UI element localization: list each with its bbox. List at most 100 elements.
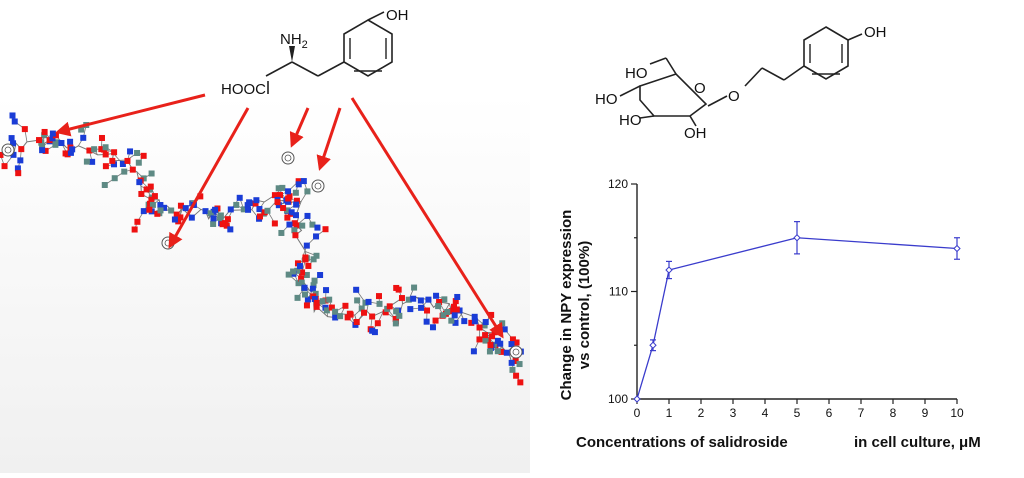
peptide-backbone <box>14 138 514 363</box>
chart-data-point <box>794 235 800 241</box>
peptide-backbone-atom <box>69 146 75 152</box>
peptide-atom-node <box>304 302 310 308</box>
peptide-atom-node <box>487 342 493 348</box>
peptide-atom-node <box>168 208 174 214</box>
peptide-atom-node <box>376 293 382 299</box>
peptide-atom-node <box>289 209 295 215</box>
peptide-atom-node <box>237 195 243 201</box>
peptide-backbone-atom <box>387 303 393 309</box>
peptide-atom-node <box>326 297 332 303</box>
peptide-atom-node <box>517 379 523 385</box>
salidroside-chain-bond <box>762 68 784 80</box>
peptide-atom-node <box>278 230 284 236</box>
peptide-backbone-atom <box>348 312 354 318</box>
peptide-atom-node <box>134 150 140 156</box>
glucose-ch2oh-bond <box>650 58 666 64</box>
peptide-atom-node <box>22 126 28 132</box>
peptide-backbone-atom <box>103 151 109 157</box>
peptide-structure-panel: OH NH2 HOOC <box>0 0 530 473</box>
peptide-atom-node <box>42 129 48 135</box>
peptide-atom-node <box>148 184 154 190</box>
peptide-atom-node <box>353 287 359 293</box>
peptide-atom-node <box>284 215 290 221</box>
chart-x-tick-label: 10 <box>950 406 964 420</box>
peptide-atom-node <box>183 205 189 211</box>
peptide-atom-node <box>499 320 505 326</box>
peptide-atom-node <box>354 297 360 303</box>
tyrosine-acid-label: HOOC <box>221 81 266 98</box>
tyrosine-carboxyl-bond <box>266 62 292 76</box>
peptide-atom-node <box>172 217 178 223</box>
chart-x-tick-label: 5 <box>794 406 801 420</box>
peptide-tyrosine-ring <box>282 152 294 164</box>
peptide-atom-node <box>471 348 477 354</box>
peptide-atom-node <box>91 146 97 152</box>
peptide-backbone-atom <box>138 191 144 197</box>
peptide-atom-node <box>517 361 523 367</box>
peptide-atom-node <box>217 215 223 221</box>
peptide-atom-node <box>311 256 317 262</box>
chart-data-point <box>650 342 656 348</box>
peptide-atom-node <box>146 207 152 213</box>
peptide-atom-node <box>158 207 164 213</box>
chart-data-point <box>666 267 672 273</box>
peptide-atom-node <box>227 226 233 232</box>
chart-x-tick-label: 6 <box>826 406 833 420</box>
peptide-atom-node <box>121 169 127 175</box>
peptide-atom-node <box>454 294 460 300</box>
peptide-atom-node <box>256 206 262 212</box>
peptide-atom-node <box>433 293 439 299</box>
peptide-atom-node <box>295 295 301 301</box>
peptide-atom-node <box>320 298 326 304</box>
peptide-atom-node <box>495 348 501 354</box>
peptide-atom-node <box>502 326 508 332</box>
peptide-atom-node <box>304 188 310 194</box>
tyrosine-alpha-bond <box>292 62 318 76</box>
peptide-atom-node <box>63 150 69 156</box>
peptide-atom-node <box>317 272 323 278</box>
peptide-atom-node <box>342 303 348 309</box>
peptide-atom-node <box>220 221 226 227</box>
chart-x-tick-label: 9 <box>922 406 929 420</box>
chart-series <box>634 222 960 402</box>
peptide-atom-node <box>509 367 515 373</box>
peptide-atom-node <box>10 112 16 118</box>
tyrosine-wedge-bond <box>289 46 295 62</box>
peptide-atom-node <box>9 135 15 141</box>
glucose-hydroxyl-2: OH <box>684 125 707 142</box>
peptide-backbone-atom <box>354 319 360 325</box>
chart-x-tick-label: 0 <box>634 406 641 420</box>
peptide-backbone-atom <box>509 360 515 366</box>
peptide-atom-node <box>366 299 372 305</box>
glucose-oh-bond <box>620 86 640 96</box>
peptide-atom-node <box>424 308 430 314</box>
peptide-backbone-atom <box>36 137 42 143</box>
chart-x-tick-label: 8 <box>890 406 897 420</box>
peptide-backbone-atom <box>189 215 195 221</box>
glucose-hydroxyl-4: HO <box>595 91 618 108</box>
peptide-atom-node <box>246 199 252 205</box>
peptide-tyrosine-ring <box>2 144 14 156</box>
tyrosine-ch2-bond <box>318 62 344 76</box>
peptide-atom-node <box>472 318 478 324</box>
peptide-atom-node <box>452 312 458 318</box>
tyrosine-hydroxyl-label: OH <box>386 7 409 24</box>
peptide-atom-node <box>80 135 86 141</box>
peptide-atom-node <box>487 348 493 354</box>
tyrosine-oh-bond <box>368 12 384 20</box>
peptide-atom-node <box>313 233 319 239</box>
peptide-atom-node <box>276 185 282 191</box>
peptide-atom-node <box>302 285 308 291</box>
peptide-backbone-atom <box>245 207 251 213</box>
peptide-atom-node <box>393 285 399 291</box>
peptide-atom-node <box>264 208 270 214</box>
peptide-atom-node <box>305 263 311 269</box>
peptide-backbone-atom <box>212 207 218 213</box>
peptide-atom-node <box>99 135 105 141</box>
peptide-backbone-atom <box>58 140 64 146</box>
peptide-atom-node <box>483 319 489 325</box>
peptide-atom-node <box>112 175 118 181</box>
peptide-atom-node <box>513 373 519 379</box>
peptide-atom-node <box>292 220 298 226</box>
